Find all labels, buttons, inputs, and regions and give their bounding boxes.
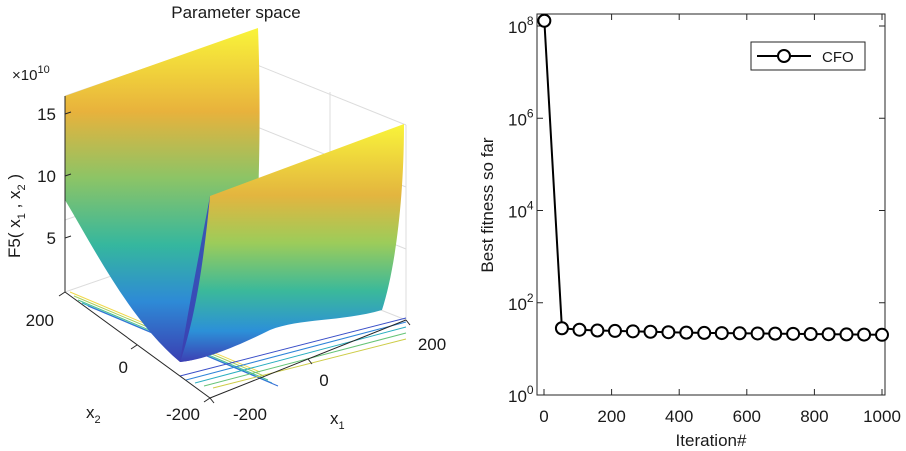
z-axis-label-end: ) [5,174,24,184]
z-axis-label: F5( x1 , x2 ) [5,174,28,258]
data-point [803,327,818,342]
z-axis-label-sub2: 2 [16,184,28,190]
data-point [875,327,889,342]
x1-axis-label: x1 [330,409,345,432]
legend-label: CFO [822,49,854,66]
data-point [697,325,712,340]
z-axis-label-sub1: 1 [16,213,28,219]
x-axis-label: Iteration# [676,431,747,450]
data-point [857,327,872,342]
y-tick-base: 10 [508,295,527,314]
x2-axis-label: x2 [86,403,101,426]
data-point [625,324,640,339]
x1-tick-marks [209,319,411,404]
x-tick-label: 200 [597,407,625,426]
z-tick-marks [64,111,72,239]
x-tick-label: 400 [665,407,693,426]
data-point [821,327,836,342]
data-point [661,325,676,340]
x-axis-ticks: 0 200 400 600 800 1000 [539,14,901,426]
x1-tick-label: 0 [319,371,328,390]
y-tick-exponent: 0 [527,383,534,397]
x2-tick-label: -200 [166,405,200,424]
x2-axis-label-main: x [86,403,95,422]
y-axis-label: Best fitness so far [478,137,497,272]
data-point [732,326,747,341]
x-tick-label: 600 [733,407,761,426]
data-point [679,325,694,340]
legend: CFO [750,41,866,71]
x1-tick-label: 200 [418,335,446,354]
y-tick-base: 10 [508,203,527,222]
z-axis-label-mid: , x [5,190,24,213]
data-point [607,323,622,338]
x-tick-label: 1000 [863,407,901,426]
y-tick-base: 10 [508,387,527,406]
x-tick-label: 800 [800,407,828,426]
x2-axis-label-sub: 2 [95,414,101,426]
data-point [786,326,801,341]
z-tick-label: 10 [37,167,56,186]
y-tick-label: 108 [508,14,534,37]
x-tick-label: 0 [539,407,548,426]
z-exponent-label: ×1010 [12,64,50,84]
x1-axis-label-main: x [330,409,339,428]
y-tick-exponent: 4 [527,199,534,213]
data-point [714,326,729,341]
y-tick-base: 10 [508,110,527,129]
x2-tick-marks [58,291,211,403]
y-tick-label: 102 [508,291,534,314]
y-tick-label: 106 [508,106,534,129]
x2-tick-label: 200 [26,311,54,330]
z-tick-label: 15 [37,105,56,124]
surface-plot: Parameter space [5,3,446,432]
data-point [537,13,552,28]
y-tick-exponent: 2 [527,291,534,305]
data-point [768,326,783,341]
data-point [554,321,569,336]
data-point [590,323,605,338]
z-exponent-power: 10 [37,64,49,76]
data-point [643,324,658,339]
legend-marker [777,49,791,63]
surface-right-wall [180,124,404,362]
data-point [572,322,587,337]
x2-tick-label: 0 [119,358,128,377]
y-tick-exponent: 6 [527,106,534,120]
y-tick-base: 10 [508,18,527,37]
x1-axis-label-sub: 1 [339,420,345,432]
y-tick-exponent: 8 [527,14,534,28]
data-point [839,327,854,342]
data-point [750,326,765,341]
y-tick-label: 104 [508,199,534,222]
series-layer [537,13,889,342]
z-axis-label-main: F5( x [5,219,24,258]
z-exponent-base: ×10 [12,67,37,84]
z-tick-label: 5 [47,229,56,248]
surface-title: Parameter space [171,3,300,22]
x1-tick-label: -200 [233,405,267,424]
y-tick-label: 100 [508,383,534,406]
